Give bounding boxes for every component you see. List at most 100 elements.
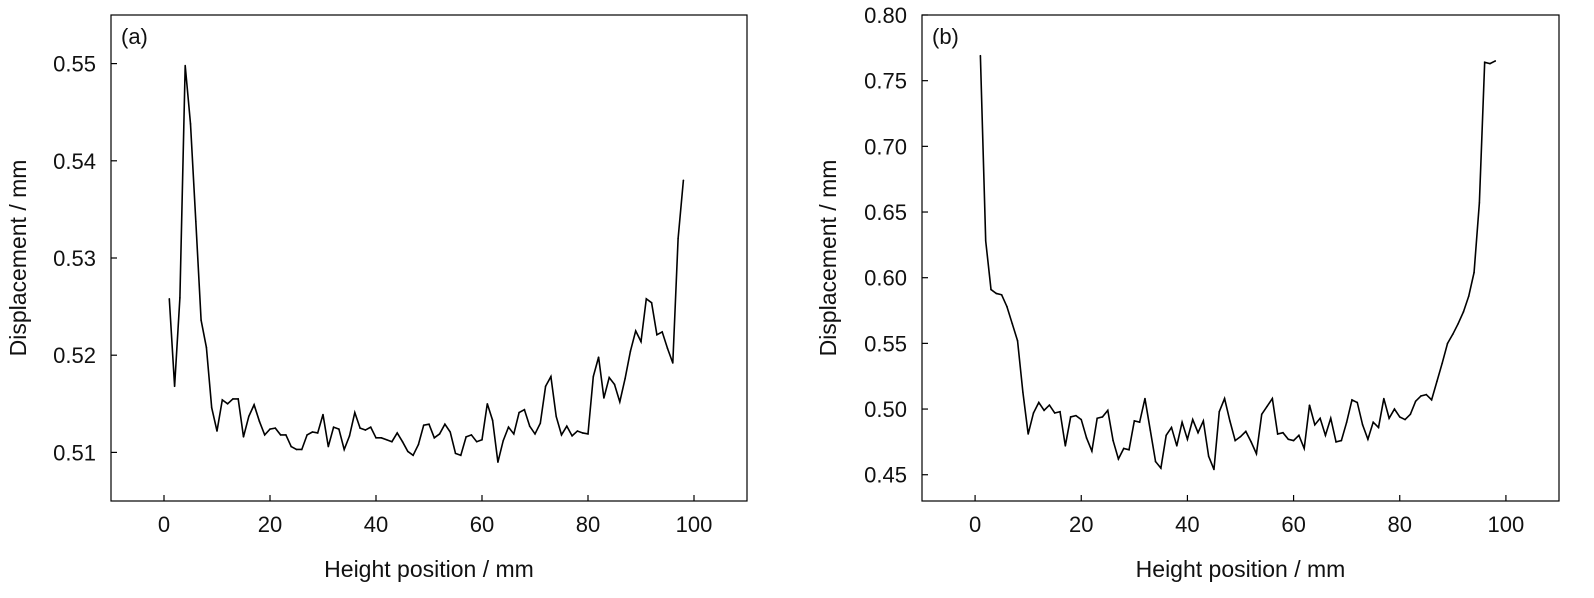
panel-label: (b)	[932, 24, 959, 49]
panel-a: 0 20 40 60 80 100 0.51 0.52 0.53 0.54 0.55 Height p…	[5, 14, 748, 582]
data-point	[285, 434, 287, 436]
data-point	[391, 440, 393, 443]
data-point	[1462, 311, 1465, 313]
data-point	[1170, 426, 1173, 429]
y-tick-label: 0.50	[864, 397, 907, 422]
data-point	[290, 445, 293, 448]
data-point	[173, 385, 176, 388]
y-tick-label: 0.52	[53, 343, 96, 368]
data-point	[338, 428, 340, 430]
data-point	[348, 435, 351, 437]
data-point	[1483, 61, 1486, 64]
data-point	[1383, 397, 1385, 400]
data-point	[1053, 412, 1056, 414]
data-point	[613, 383, 616, 386]
data-point	[263, 434, 266, 436]
data-point	[1218, 410, 1221, 413]
data-point	[1377, 426, 1380, 429]
data-point	[666, 347, 669, 350]
x-tick-label: 100	[676, 512, 713, 537]
data-point	[1298, 434, 1300, 437]
data-point	[1133, 420, 1136, 422]
data-point	[210, 406, 213, 409]
data-point	[1436, 380, 1438, 383]
data-point	[1117, 458, 1120, 460]
data-point	[1112, 439, 1114, 442]
data-point	[232, 398, 234, 400]
data-point	[258, 420, 261, 423]
data-point	[1186, 438, 1189, 441]
panel-b: 0 20 40 60 80 100 0.45 0.50 0.55 0.60 0.65 0.70 0.75…	[815, 3, 1560, 582]
data-point	[1197, 431, 1199, 434]
data-point	[571, 435, 573, 437]
y-tick-label: 0.70	[864, 134, 907, 159]
data-point	[364, 429, 367, 431]
data-point	[322, 413, 324, 416]
data-point	[1329, 417, 1332, 420]
series-0	[168, 64, 685, 463]
data-point	[380, 437, 383, 439]
data-point	[1345, 421, 1348, 423]
data-point	[634, 330, 637, 332]
x-axis-title: Height position / mm	[1136, 556, 1346, 582]
data-point	[1446, 342, 1449, 345]
data-point	[1011, 322, 1014, 325]
data-point	[401, 440, 404, 443]
y-tick-label: 0.45	[864, 463, 907, 488]
data-point	[1266, 405, 1268, 408]
data-point	[1160, 467, 1162, 469]
y-tick-label: 0.55	[53, 52, 96, 77]
data-point	[1430, 399, 1433, 401]
x-tick-label: 80	[1388, 512, 1412, 537]
data-point	[475, 440, 478, 443]
data-point	[1245, 430, 1247, 433]
x-tick-label: 20	[258, 512, 282, 537]
data-point	[168, 298, 171, 300]
data-point	[1091, 450, 1093, 452]
data-point	[1425, 393, 1428, 396]
data-point	[555, 415, 557, 418]
x-tick-label: 20	[1069, 512, 1093, 537]
data-point	[1080, 418, 1083, 421]
data-point	[502, 439, 505, 442]
data-point	[1271, 397, 1274, 400]
data-point	[385, 438, 388, 441]
data-point	[677, 237, 679, 240]
data-point	[491, 419, 494, 422]
data-point	[1276, 433, 1279, 435]
data-point	[1282, 431, 1284, 434]
data-point	[1388, 417, 1390, 420]
data-point	[1229, 420, 1231, 422]
data-point	[990, 288, 992, 291]
data-point	[1022, 391, 1024, 393]
data-point	[1319, 417, 1321, 420]
data-point	[1032, 412, 1035, 414]
data-point	[1457, 322, 1459, 325]
series-0	[979, 54, 1497, 471]
data-point	[1000, 293, 1003, 296]
data-point	[1404, 418, 1406, 421]
data-point	[566, 425, 568, 427]
data-point	[1027, 433, 1029, 435]
y-tick-label: 0.55	[864, 331, 907, 356]
data-point	[1223, 397, 1226, 400]
series-line	[168, 65, 685, 463]
data-point	[1308, 404, 1311, 406]
data-point	[1176, 445, 1178, 447]
data-point	[433, 437, 436, 439]
plot-frame	[921, 14, 1560, 502]
data-point	[301, 448, 303, 451]
data-point	[1489, 62, 1491, 65]
data-point	[269, 428, 271, 430]
data-point	[1064, 445, 1067, 447]
data-point	[518, 411, 520, 414]
data-point	[534, 433, 536, 435]
data-point	[629, 350, 632, 353]
data-point	[1096, 417, 1098, 420]
data-point	[1101, 416, 1104, 418]
x-tick-label: 100	[1488, 512, 1525, 537]
data-point	[645, 298, 648, 300]
y-tick-label: 0.60	[864, 266, 907, 291]
data-point	[274, 427, 277, 429]
data-point	[672, 362, 674, 364]
